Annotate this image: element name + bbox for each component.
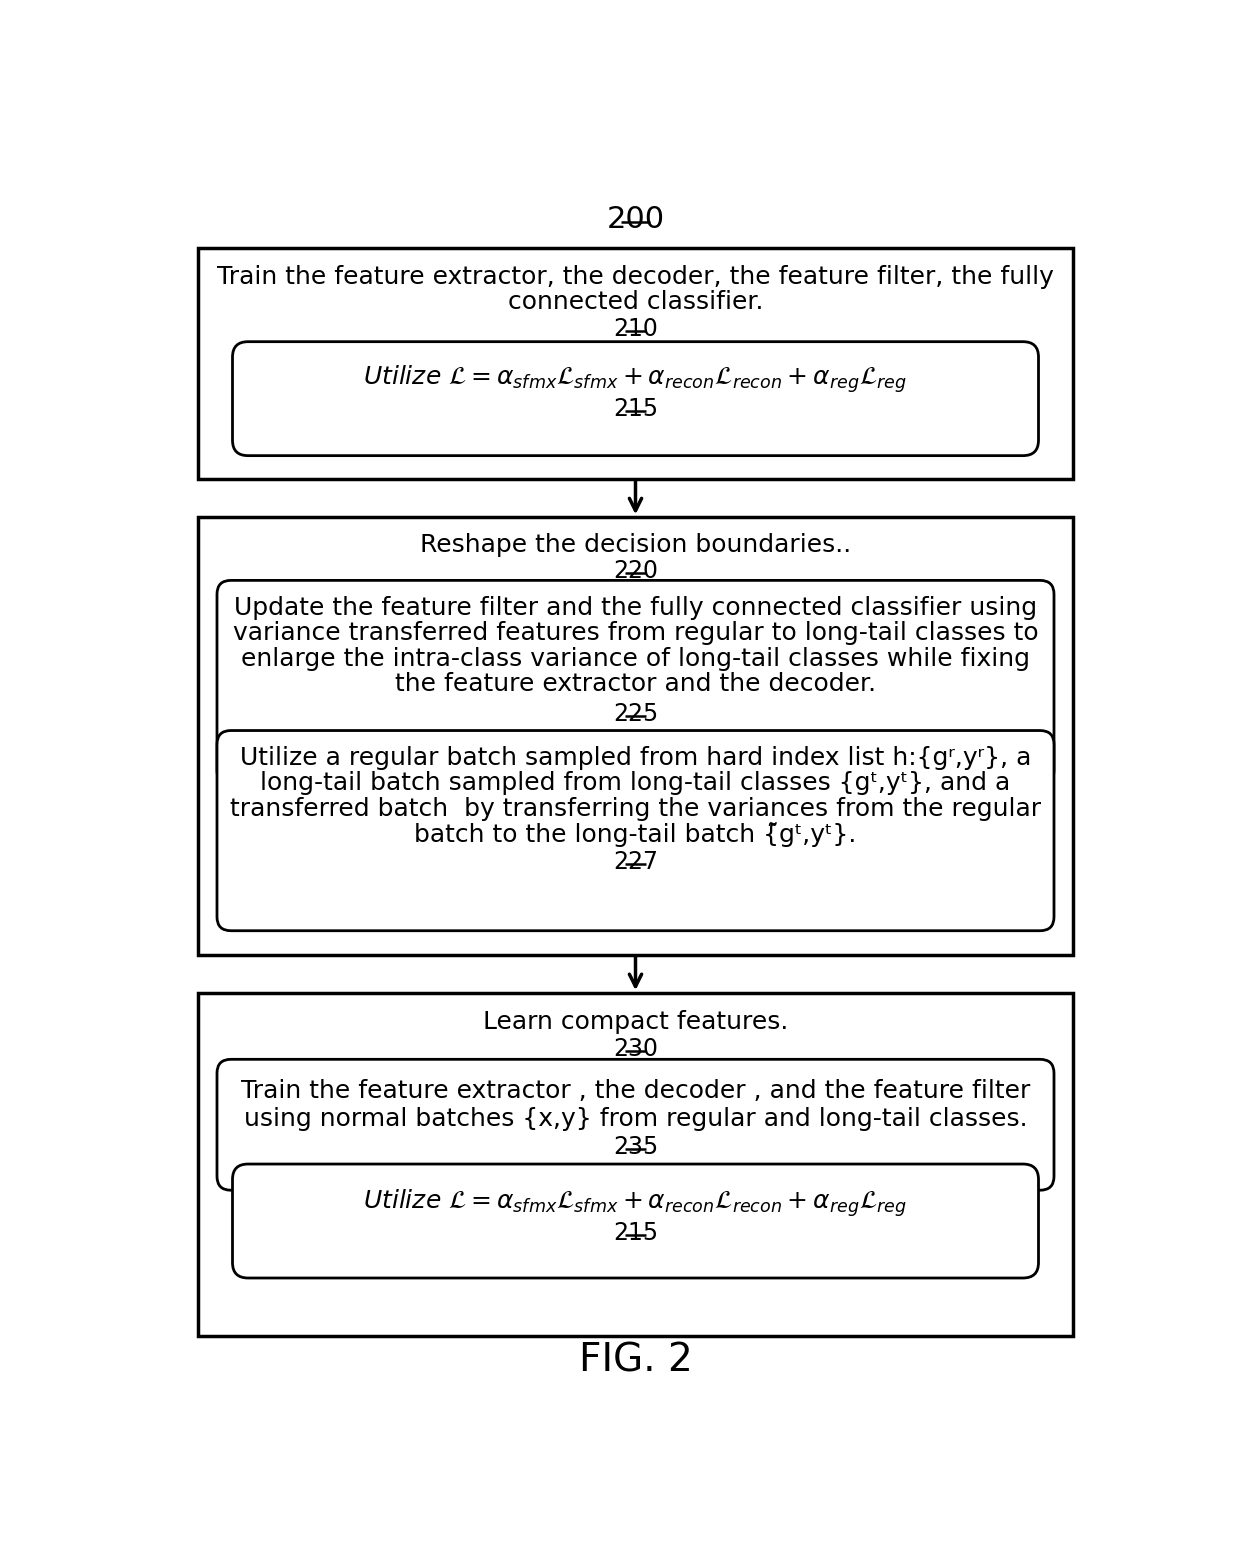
Bar: [197, 993, 1074, 1336]
Text: the feature extractor and the decoder.: the feature extractor and the decoder.: [394, 673, 877, 696]
Text: FIG. 2: FIG. 2: [579, 1342, 692, 1379]
Text: batch to the long-tail batch {̃gᵗ,yᵗ}.: batch to the long-tail batch {̃gᵗ,yᵗ}.: [414, 823, 857, 848]
Text: Train the feature extractor, the decoder, the feature filter, the fully: Train the feature extractor, the decoder…: [217, 264, 1054, 289]
Bar: [197, 247, 1074, 479]
Text: Learn compact features.: Learn compact features.: [482, 1010, 789, 1034]
Text: Utilize $\mathcal{L}=\alpha_{sfmx}\mathcal{L}_{sfmx}+\alpha_{recon}\mathcal{L}_{: Utilize $\mathcal{L}=\alpha_{sfmx}\mathc…: [363, 1187, 908, 1218]
Text: long-tail batch sampled from long-tail classes {gᵗ,yᵗ}, and a: long-tail batch sampled from long-tail c…: [260, 771, 1011, 796]
Text: Train the feature extractor , the decoder , and the feature filter: Train the feature extractor , the decode…: [241, 1079, 1030, 1103]
Text: 235: 235: [613, 1135, 658, 1159]
FancyBboxPatch shape: [217, 1059, 1054, 1190]
Text: Utilize $\mathcal{L}=\alpha_{sfmx}\mathcal{L}_{sfmx}+\alpha_{recon}\mathcal{L}_{: Utilize $\mathcal{L}=\alpha_{sfmx}\mathc…: [363, 363, 908, 396]
Text: 200: 200: [606, 205, 665, 233]
Text: enlarge the intra-class variance of long-tail classes while fixing: enlarge the intra-class variance of long…: [241, 646, 1030, 671]
Text: Update the feature filter and the fully connected classifier using: Update the feature filter and the fully …: [234, 596, 1037, 619]
Bar: [197, 518, 1074, 954]
Text: Utilize a regular batch sampled from hard index list h:{gʳ,yʳ}, a: Utilize a regular batch sampled from har…: [239, 746, 1032, 769]
FancyBboxPatch shape: [217, 580, 1054, 785]
Text: 220: 220: [613, 558, 658, 583]
Text: 210: 210: [613, 317, 658, 341]
Text: Reshape the decision boundaries..: Reshape the decision boundaries..: [420, 533, 851, 557]
Text: transferred batch  by transferring the variances from the regular: transferred batch by transferring the va…: [229, 796, 1042, 821]
Text: 230: 230: [613, 1037, 658, 1060]
Text: 215: 215: [613, 1221, 658, 1245]
FancyBboxPatch shape: [233, 1164, 1039, 1278]
Text: 225: 225: [613, 702, 658, 726]
Text: using normal batches {x,y} from regular and long-tail classes.: using normal batches {x,y} from regular …: [244, 1107, 1027, 1131]
Text: 227: 227: [613, 849, 658, 874]
FancyBboxPatch shape: [217, 730, 1054, 931]
Text: 215: 215: [613, 397, 658, 421]
Text: variance transferred features from regular to long-tail classes to: variance transferred features from regul…: [233, 621, 1038, 646]
FancyBboxPatch shape: [233, 341, 1039, 455]
Text: connected classifier.: connected classifier.: [507, 289, 764, 314]
